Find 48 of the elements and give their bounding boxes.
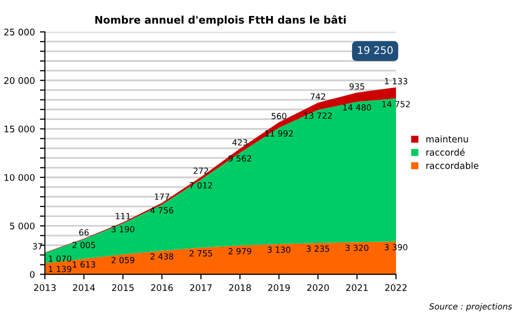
data-label: 3 235 (306, 246, 330, 252)
x-tick-label: 2018 (229, 284, 251, 292)
y-tick-label: 20 000 (4, 77, 35, 84)
data-label: 742 (310, 93, 326, 100)
data-label: 3 320 (346, 244, 368, 252)
data-label: 3 190 (112, 226, 134, 232)
data-label: 4 756 (150, 207, 174, 214)
x-tick-label: 2014 (73, 284, 95, 292)
x-tick-label: 2013 (34, 284, 56, 292)
data-label: 37 (32, 243, 42, 250)
x-tick-label: 2019 (268, 284, 290, 292)
y-tick-label: 10 000 (4, 174, 35, 181)
y-tick-label: 25 000 (4, 28, 35, 36)
data-label: 177 (154, 194, 170, 200)
y-tick-label: 5 000 (10, 222, 35, 230)
data-label: 2 005 (72, 242, 96, 248)
data-label: 2 438 (150, 253, 174, 260)
data-label: 423 (232, 139, 248, 146)
data-label: 111 (116, 213, 130, 220)
data-label: 11 992 (265, 130, 293, 137)
x-tick-label: 2016 (151, 284, 173, 292)
legend-label: raccordable (426, 162, 478, 169)
annotation: 19 250 (358, 46, 393, 54)
data-label: 2 755 (190, 250, 212, 256)
data-label: 935 (350, 83, 364, 90)
chart-title: Nombre annuel d'emplois FttH dans le bâti (95, 15, 346, 26)
x-tick-label: 2022 (385, 284, 407, 292)
data-label: 13 722 (304, 112, 332, 119)
y-tick-label: 0 (30, 271, 35, 278)
data-label: 560 (272, 112, 286, 120)
data-label: 14 480 (343, 104, 372, 111)
data-label: 66 (79, 229, 89, 236)
data-label: 1 070 (48, 255, 72, 262)
data-label: 1 613 (72, 261, 96, 268)
x-tick-label: 2021 (346, 284, 368, 292)
legend-label: raccordé (426, 148, 465, 156)
data-label: 3 130 (268, 246, 290, 253)
x-tick-label: 2017 (190, 284, 212, 292)
y-tick-label: 15 000 (4, 126, 35, 132)
data-label: 272 (194, 168, 208, 174)
x-tick-label: 2020 (307, 284, 329, 292)
data-label: 2 979 (228, 248, 252, 254)
legend-label: maintenu (426, 136, 468, 142)
data-label: 1 133 (384, 78, 408, 84)
x-tick-label: 2015 (112, 284, 134, 292)
source-note: Source : projections (429, 303, 512, 312)
data-label: 1 139 (48, 266, 72, 272)
data-label: 2 059 (112, 256, 134, 264)
